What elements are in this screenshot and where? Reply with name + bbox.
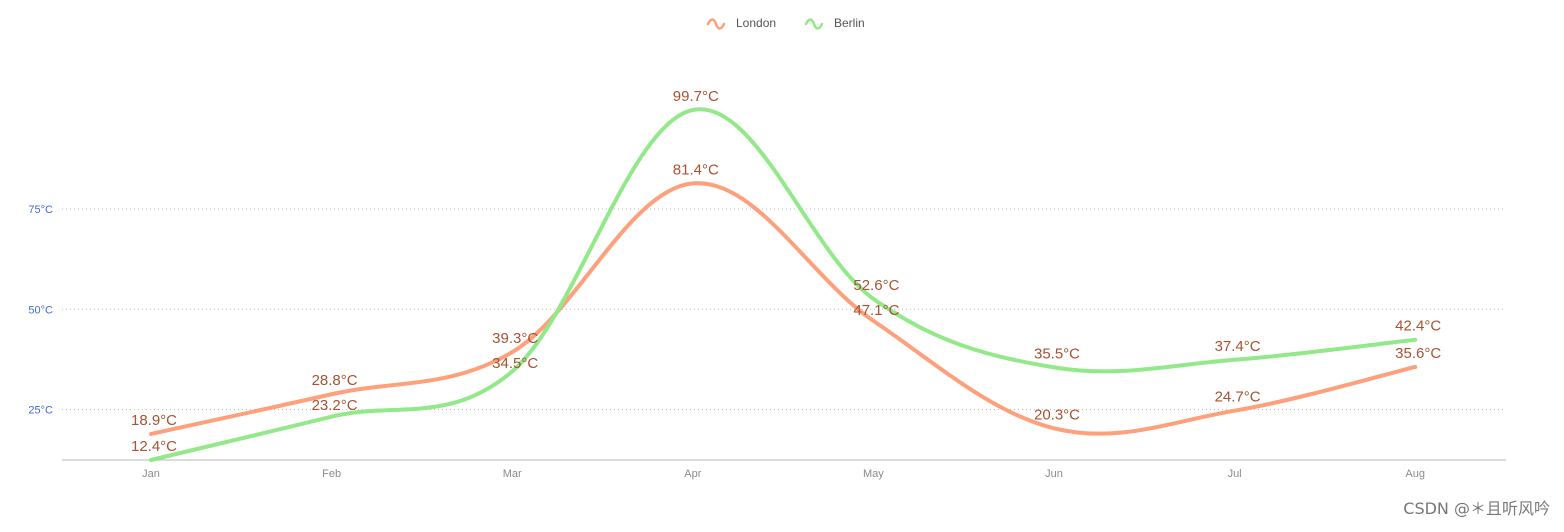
data-label-berlin-feb: 23.2°C	[312, 397, 358, 414]
series-line-berlin	[149, 107, 1418, 462]
y-tick-label-25: 25°C	[28, 404, 53, 416]
data-label-berlin-jul: 37.4°C	[1215, 338, 1261, 355]
legend-item-london: London	[706, 16, 776, 30]
data-label-london-apr: 81.4°C	[673, 161, 719, 178]
x-tick-label-mar: Mar	[503, 468, 522, 480]
data-label-london-feb: 28.8°C	[312, 372, 358, 389]
x-tick-label-may: May	[863, 468, 884, 480]
x-tick-label-jul: Jul	[1228, 468, 1242, 480]
y-tick-label-75: 75°C	[28, 204, 53, 216]
legend-swatch-icon-berlin	[804, 18, 824, 30]
series-line-london	[149, 181, 1418, 436]
data-label-berlin-jun: 35.5°C	[1034, 345, 1080, 362]
legend-item-berlin: Berlin	[804, 16, 865, 30]
data-label-london-aug: 35.6°C	[1395, 345, 1441, 362]
data-label-london-jan: 18.9°C	[131, 412, 177, 429]
data-label-berlin-jan: 12.4°C	[131, 438, 177, 455]
y-tick-label-50: 50°C	[28, 304, 53, 316]
x-tick-label-feb: Feb	[322, 468, 341, 480]
data-label-london-jun: 20.3°C	[1034, 406, 1080, 423]
data-label-london-jul: 24.7°C	[1215, 389, 1261, 406]
data-label-berlin-apr: 99.7°C	[673, 88, 719, 105]
data-label-berlin-mar: 34.5°C	[492, 355, 538, 372]
legend-label-berlin: Berlin	[834, 16, 865, 30]
data-label-london-may: 47.1°C	[853, 302, 899, 319]
legend-swatch-icon-london	[706, 18, 726, 30]
data-label-berlin-may: 52.6°C	[853, 277, 899, 294]
x-tick-label-jan: Jan	[142, 468, 160, 480]
x-tick-label-apr: Apr	[684, 468, 701, 480]
data-label-berlin-aug: 42.4°C	[1395, 318, 1441, 335]
csdn-watermark: CSDN @＊且听风吟	[1403, 499, 1550, 518]
x-tick-label-jun: Jun	[1045, 468, 1063, 480]
legend-label-london: London	[736, 16, 776, 30]
x-tick-label-aug: Aug	[1405, 468, 1425, 480]
data-label-london-mar: 39.3°C	[492, 330, 538, 347]
